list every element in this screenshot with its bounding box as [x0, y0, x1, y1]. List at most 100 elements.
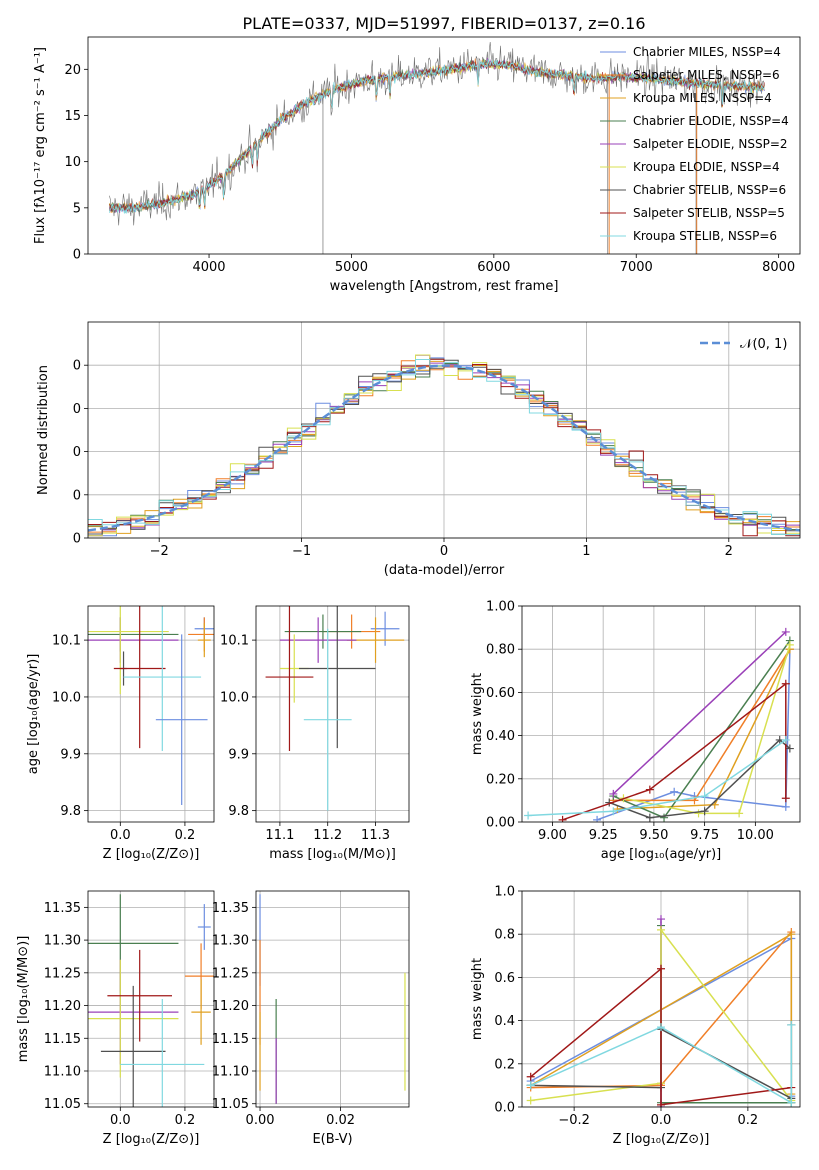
legend-label: Salpeter ELODIE, NSSP=2: [633, 137, 788, 151]
x-tick-label: 2: [725, 544, 733, 559]
axes-frame: [87, 36, 801, 255]
y-tick-label: 11.10: [44, 1065, 81, 1080]
weight-line: [613, 640, 791, 819]
x-axis-label: (data-model)/error: [384, 563, 505, 578]
x-tick-label: 9.00: [538, 828, 567, 843]
y-axis-label: mass weight: [470, 673, 485, 755]
legend-label: Kroupa STELIB, NSSP=6: [633, 229, 777, 243]
z-mass-panel: 0.0 0.2 11.05 11.10 11.15 11.20 11.25 11.30 11.3…: [16, 890, 215, 1147]
x-tick-label: 1: [582, 544, 590, 559]
weight-marker: [657, 1100, 665, 1107]
plot-area: [88, 606, 214, 805]
x-tick-label: 0.2: [175, 1113, 196, 1128]
y-tick-label: 0.80: [486, 643, 515, 658]
x-tick-label: 9.75: [690, 828, 719, 843]
plot-area: [259, 894, 406, 1104]
weight-marker: [524, 811, 533, 820]
x-tick-label: 4000: [192, 260, 225, 275]
weight-line: [612, 631, 787, 795]
weight-marker: [593, 815, 602, 822]
z-age-panel: 0.0 0.2 9.8 9.9 10.0 10.1 Z [log₁₀(Z/Z⊙)] age […: [26, 605, 215, 862]
weight-marker: [781, 627, 790, 636]
weight-marker: [700, 807, 709, 816]
y-tick-label: 9.9: [228, 747, 249, 762]
x-tick-label: 5000: [335, 260, 368, 275]
weight-marker: [670, 787, 679, 796]
x-axis-label: mass [log₁₀(M/M⊙)]: [269, 847, 396, 862]
plot-area: [524, 627, 794, 822]
y-tick-label: 0: [73, 445, 81, 460]
plot-area: [265, 606, 405, 811]
x-tick-label: −1: [292, 544, 311, 559]
normal-curve: [88, 364, 800, 532]
weight-marker: [657, 925, 665, 934]
y-axis-label: Flux [fλ10⁻¹⁷ erg cm⁻² s⁻¹ A⁻¹]: [33, 47, 48, 244]
weight-marker: [645, 813, 654, 822]
x-tick-label: 0.2: [175, 828, 196, 843]
y-tick-label: 11.05: [212, 1097, 249, 1112]
plot-area: [526, 915, 796, 1107]
y-tick-label: 11.20: [212, 999, 249, 1014]
y-tick-label: 0: [73, 248, 81, 263]
y-tick-label: 11.30: [44, 934, 81, 949]
weight-line: [530, 967, 792, 1106]
legend-label: Kroupa MILES, NSSP=4: [633, 91, 772, 105]
y-tick-label: 9.9: [60, 747, 81, 762]
plot-area: [88, 354, 800, 537]
y-tick-label: 10.1: [220, 634, 249, 649]
y-tick-label: 10.0: [220, 690, 249, 705]
x-tick-label: −0.2: [558, 1113, 590, 1128]
x-tick-label: 0.0: [651, 1113, 672, 1128]
x-tick-label: 11.3: [361, 828, 390, 843]
weight-marker: [526, 1072, 535, 1081]
weight-marker: [785, 640, 794, 649]
y-tick-label: 11.35: [44, 901, 81, 916]
x-tick-label: 9.50: [639, 828, 668, 843]
x-tick-label: 10.00: [737, 828, 774, 843]
y-tick-label: 0.2: [494, 1057, 515, 1072]
legend-label: 𝒩(0, 1): [740, 337, 787, 352]
legend-label: Chabrier STELIB, NSSP=6: [633, 183, 786, 197]
y-tick-label: 9.8: [228, 804, 249, 819]
age-weight-panel: 9.00 9.25 9.50 9.75 10.00 0.00 0.20 0.40 0.60 0.8…: [470, 600, 801, 862]
y-axis-label: age [log₁₀(age/yr)]: [26, 654, 41, 775]
weight-marker: [609, 807, 618, 816]
weight-marker: [558, 815, 567, 822]
plot-area: [109, 41, 765, 254]
axes-frame: [87, 605, 215, 823]
weight-line: [596, 649, 791, 821]
y-tick-label: 11.25: [44, 966, 81, 981]
plot-area: [88, 894, 214, 1107]
axes-frame: [255, 605, 410, 823]
weight-marker: [781, 679, 790, 688]
figure-title: PLATE=0337, MJD=51997, FIBERID=0137, z=0…: [242, 14, 645, 33]
axes-frame: [87, 890, 215, 1108]
weight-marker: [781, 802, 790, 811]
model-line: [109, 59, 765, 213]
x-tick-label: 6000: [477, 260, 510, 275]
y-tick-label: 1.0: [494, 885, 515, 900]
x-axis-label: Z [log₁₀(Z/Z⊙)]: [103, 847, 200, 862]
ebv-mass-panel: 0.00 0.02 11.05 11.10 11.15 11.20 11.25 11.30 11…: [212, 890, 410, 1147]
y-tick-label: 11.15: [44, 1032, 81, 1047]
y-tick-label: 10.1: [52, 634, 81, 649]
weight-marker: [609, 789, 618, 798]
weight-marker: [700, 792, 709, 801]
y-tick-label: 11.15: [212, 1032, 249, 1047]
y-tick-label: 9.8: [60, 804, 81, 819]
weight-line: [562, 682, 787, 821]
x-axis-label: Z [log₁₀(Z/Z⊙)]: [613, 1132, 710, 1147]
weight-marker: [645, 785, 654, 794]
residual-histogram-panel: −2 −1 0 1 2 0 0 0 0 0 (data-model)/error Normed dis…: [36, 321, 801, 578]
y-axis-label: Normed distribution: [36, 365, 51, 495]
y-tick-label: 0.0: [494, 1101, 515, 1116]
axes-frame: [521, 605, 801, 823]
x-tick-label: 0.0: [110, 1113, 131, 1128]
y-tick-label: 0.60: [486, 686, 515, 701]
x-tick-label: 0.0: [110, 828, 131, 843]
x-tick-label: 7000: [620, 260, 653, 275]
x-tick-label: 11.2: [313, 828, 342, 843]
y-tick-label: 0.8: [494, 928, 515, 943]
legend-label: Salpeter MILES, NSSP=6: [633, 68, 780, 82]
model-line: [109, 59, 765, 215]
